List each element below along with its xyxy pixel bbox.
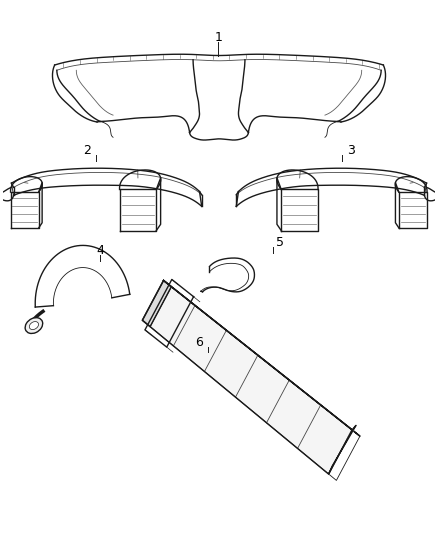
Text: 3: 3 [347, 144, 355, 157]
Text: 6: 6 [196, 336, 204, 350]
Polygon shape [142, 280, 352, 474]
Text: 4: 4 [96, 244, 104, 257]
Text: 1: 1 [215, 30, 223, 44]
Polygon shape [328, 425, 356, 474]
Ellipse shape [29, 321, 39, 329]
Text: 2: 2 [83, 144, 91, 157]
Polygon shape [163, 280, 360, 436]
Text: 5: 5 [276, 236, 283, 249]
Ellipse shape [25, 318, 42, 334]
Polygon shape [142, 280, 171, 327]
